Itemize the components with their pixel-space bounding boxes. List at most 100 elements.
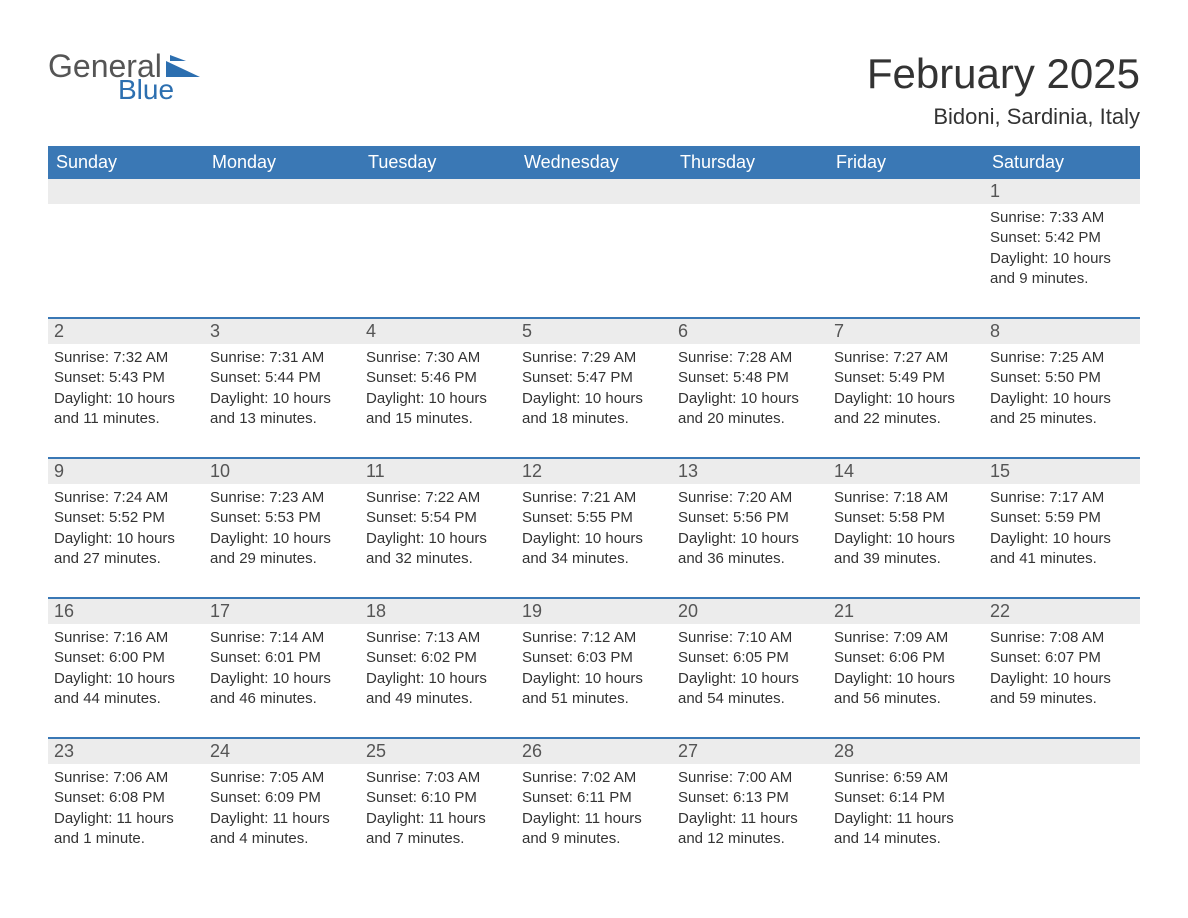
daylight-text: Daylight: 10 hours and 44 minutes. xyxy=(54,669,198,710)
day-details: Sunrise: 7:06 AMSunset: 6:08 PMDaylight:… xyxy=(48,764,204,849)
daylight-text: Daylight: 11 hours and 14 minutes. xyxy=(834,809,978,850)
daylight-text: Daylight: 10 hours and 41 minutes. xyxy=(990,529,1134,570)
logo-text-blue: Blue xyxy=(118,76,200,104)
day-details: Sunrise: 7:09 AMSunset: 6:06 PMDaylight:… xyxy=(828,624,984,709)
day-details: Sunrise: 6:59 AMSunset: 6:14 PMDaylight:… xyxy=(828,764,984,849)
sunrise-text: Sunrise: 7:08 AM xyxy=(990,628,1134,648)
day-number: 12 xyxy=(516,459,672,484)
day-number: 21 xyxy=(828,599,984,624)
calendar-cell: 27Sunrise: 7:00 AMSunset: 6:13 PMDayligh… xyxy=(672,739,828,859)
sunrise-text: Sunrise: 7:27 AM xyxy=(834,348,978,368)
sunrise-text: Sunrise: 7:02 AM xyxy=(522,768,666,788)
calendar-cell xyxy=(204,179,360,299)
calendar-cell: 17Sunrise: 7:14 AMSunset: 6:01 PMDayligh… xyxy=(204,599,360,719)
day-number xyxy=(360,179,516,204)
sunrise-text: Sunrise: 7:28 AM xyxy=(678,348,822,368)
sunrise-text: Sunrise: 7:14 AM xyxy=(210,628,354,648)
day-number: 10 xyxy=(204,459,360,484)
calendar-cell xyxy=(516,179,672,299)
sunrise-text: Sunrise: 6:59 AM xyxy=(834,768,978,788)
daylight-text: Daylight: 10 hours and 32 minutes. xyxy=(366,529,510,570)
day-details: Sunrise: 7:31 AMSunset: 5:44 PMDaylight:… xyxy=(204,344,360,429)
sunset-text: Sunset: 6:03 PM xyxy=(522,648,666,668)
sunrise-text: Sunrise: 7:12 AM xyxy=(522,628,666,648)
day-number: 5 xyxy=(516,319,672,344)
day-details: Sunrise: 7:25 AMSunset: 5:50 PMDaylight:… xyxy=(984,344,1140,429)
daylight-text: Daylight: 11 hours and 1 minute. xyxy=(54,809,198,850)
sunrise-text: Sunrise: 7:18 AM xyxy=(834,488,978,508)
calendar-cell: 14Sunrise: 7:18 AMSunset: 5:58 PMDayligh… xyxy=(828,459,984,579)
day-number xyxy=(516,179,672,204)
calendar-cell: 1Sunrise: 7:33 AMSunset: 5:42 PMDaylight… xyxy=(984,179,1140,299)
day-header: Tuesday xyxy=(360,146,516,179)
day-header: Thursday xyxy=(672,146,828,179)
calendar-cell: 5Sunrise: 7:29 AMSunset: 5:47 PMDaylight… xyxy=(516,319,672,439)
sunrise-text: Sunrise: 7:06 AM xyxy=(54,768,198,788)
calendar-cell: 16Sunrise: 7:16 AMSunset: 6:00 PMDayligh… xyxy=(48,599,204,719)
calendar-cell xyxy=(672,179,828,299)
day-number: 2 xyxy=(48,319,204,344)
sunrise-text: Sunrise: 7:25 AM xyxy=(990,348,1134,368)
calendar-cell: 15Sunrise: 7:17 AMSunset: 5:59 PMDayligh… xyxy=(984,459,1140,579)
day-details: Sunrise: 7:10 AMSunset: 6:05 PMDaylight:… xyxy=(672,624,828,709)
calendar-cell: 9Sunrise: 7:24 AMSunset: 5:52 PMDaylight… xyxy=(48,459,204,579)
daylight-text: Daylight: 11 hours and 9 minutes. xyxy=(522,809,666,850)
day-number: 6 xyxy=(672,319,828,344)
sunset-text: Sunset: 5:42 PM xyxy=(990,228,1134,248)
sunrise-text: Sunrise: 7:29 AM xyxy=(522,348,666,368)
daylight-text: Daylight: 10 hours and 20 minutes. xyxy=(678,389,822,430)
sunset-text: Sunset: 6:00 PM xyxy=(54,648,198,668)
day-header: Wednesday xyxy=(516,146,672,179)
logo: General Blue xyxy=(48,50,200,104)
day-details: Sunrise: 7:23 AMSunset: 5:53 PMDaylight:… xyxy=(204,484,360,569)
calendar-cell: 18Sunrise: 7:13 AMSunset: 6:02 PMDayligh… xyxy=(360,599,516,719)
day-number: 27 xyxy=(672,739,828,764)
day-number: 26 xyxy=(516,739,672,764)
calendar-grid: SundayMondayTuesdayWednesdayThursdayFrid… xyxy=(48,146,1140,859)
header: General Blue February 2025 Bidoni, Sardi… xyxy=(48,50,1140,138)
day-details: Sunrise: 7:00 AMSunset: 6:13 PMDaylight:… xyxy=(672,764,828,849)
day-number: 7 xyxy=(828,319,984,344)
day-details: Sunrise: 7:32 AMSunset: 5:43 PMDaylight:… xyxy=(48,344,204,429)
day-details: Sunrise: 7:13 AMSunset: 6:02 PMDaylight:… xyxy=(360,624,516,709)
day-number: 24 xyxy=(204,739,360,764)
calendar-cell: 2Sunrise: 7:32 AMSunset: 5:43 PMDaylight… xyxy=(48,319,204,439)
sunrise-text: Sunrise: 7:31 AM xyxy=(210,348,354,368)
calendar-cell: 7Sunrise: 7:27 AMSunset: 5:49 PMDaylight… xyxy=(828,319,984,439)
day-details: Sunrise: 7:21 AMSunset: 5:55 PMDaylight:… xyxy=(516,484,672,569)
calendar-cell: 10Sunrise: 7:23 AMSunset: 5:53 PMDayligh… xyxy=(204,459,360,579)
sunset-text: Sunset: 5:55 PM xyxy=(522,508,666,528)
day-number xyxy=(984,739,1140,764)
sunset-text: Sunset: 5:53 PM xyxy=(210,508,354,528)
day-number: 19 xyxy=(516,599,672,624)
sunrise-text: Sunrise: 7:17 AM xyxy=(990,488,1134,508)
daylight-text: Daylight: 11 hours and 7 minutes. xyxy=(366,809,510,850)
day-details: Sunrise: 7:02 AMSunset: 6:11 PMDaylight:… xyxy=(516,764,672,849)
sunset-text: Sunset: 5:48 PM xyxy=(678,368,822,388)
daylight-text: Daylight: 10 hours and 46 minutes. xyxy=(210,669,354,710)
sunset-text: Sunset: 6:10 PM xyxy=(366,788,510,808)
day-number: 16 xyxy=(48,599,204,624)
day-details: Sunrise: 7:17 AMSunset: 5:59 PMDaylight:… xyxy=(984,484,1140,569)
day-details: Sunrise: 7:33 AMSunset: 5:42 PMDaylight:… xyxy=(984,204,1140,289)
sunset-text: Sunset: 5:50 PM xyxy=(990,368,1134,388)
sunset-text: Sunset: 5:54 PM xyxy=(366,508,510,528)
day-details: Sunrise: 7:05 AMSunset: 6:09 PMDaylight:… xyxy=(204,764,360,849)
sunset-text: Sunset: 5:46 PM xyxy=(366,368,510,388)
daylight-text: Daylight: 10 hours and 9 minutes. xyxy=(990,249,1134,290)
daylight-text: Daylight: 10 hours and 27 minutes. xyxy=(54,529,198,570)
calendar-cell xyxy=(48,179,204,299)
daylight-text: Daylight: 10 hours and 25 minutes. xyxy=(990,389,1134,430)
daylight-text: Daylight: 10 hours and 18 minutes. xyxy=(522,389,666,430)
title-block: February 2025 Bidoni, Sardinia, Italy xyxy=(867,50,1140,138)
sunrise-text: Sunrise: 7:00 AM xyxy=(678,768,822,788)
day-number: 3 xyxy=(204,319,360,344)
sunrise-text: Sunrise: 7:23 AM xyxy=(210,488,354,508)
day-number: 1 xyxy=(984,179,1140,204)
day-number: 20 xyxy=(672,599,828,624)
daylight-text: Daylight: 10 hours and 51 minutes. xyxy=(522,669,666,710)
sunset-text: Sunset: 6:06 PM xyxy=(834,648,978,668)
calendar-cell: 8Sunrise: 7:25 AMSunset: 5:50 PMDaylight… xyxy=(984,319,1140,439)
day-number: 15 xyxy=(984,459,1140,484)
day-number: 4 xyxy=(360,319,516,344)
